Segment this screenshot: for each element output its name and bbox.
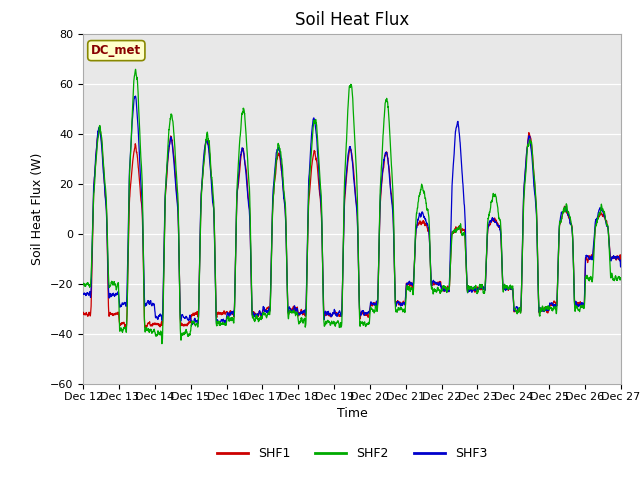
- Legend: SHF1, SHF2, SHF3: SHF1, SHF2, SHF3: [212, 443, 492, 465]
- Text: DC_met: DC_met: [92, 44, 141, 57]
- Title: Soil Heat Flux: Soil Heat Flux: [295, 11, 409, 29]
- Y-axis label: Soil Heat Flux (W): Soil Heat Flux (W): [31, 153, 44, 265]
- X-axis label: Time: Time: [337, 407, 367, 420]
